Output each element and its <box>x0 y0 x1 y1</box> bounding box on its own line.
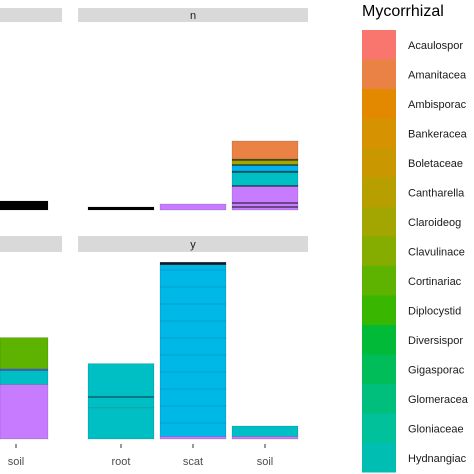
bar-y-soil-segment-0 <box>231 436 299 440</box>
x-tick-label-1: root <box>112 456 131 468</box>
bar-n-soil-segment-4 <box>231 140 299 160</box>
strip-left-top <box>0 8 62 22</box>
legend-label-9: Diplocystid <box>408 305 461 317</box>
bar-n-soil-segment-2 <box>231 164 299 172</box>
x-tick-label-3: soil <box>257 456 274 468</box>
legend-swatch-11 <box>362 354 396 384</box>
legend-swatch-0 <box>362 30 396 60</box>
strip-label-y: y <box>190 239 196 251</box>
strip-n <box>78 8 308 22</box>
legend-label-8: Cortinariac <box>408 276 462 288</box>
bar-left-bottom-soil-segment-2 <box>0 337 49 370</box>
strip-left-bottom <box>0 236 62 252</box>
legend-swatch-5 <box>362 177 396 207</box>
legend-swatch-1 <box>362 59 396 89</box>
bar-y-soil-segment-1 <box>231 425 299 437</box>
legend-label-4: Boletaceae <box>408 158 463 170</box>
legend-label-13: Gloniaceae <box>408 423 464 435</box>
bar-n-root-segment-0 <box>87 206 155 211</box>
legend-label-14: Hydnangiac <box>408 453 467 465</box>
bar-y-root-segment-1 <box>87 363 155 409</box>
legend-swatch-12 <box>362 384 396 414</box>
legend-label-3: Bankeracea <box>408 128 468 140</box>
legend-title: Mycorrhizal <box>362 3 444 20</box>
legend-label-1: Amanitacea <box>408 69 467 81</box>
legend-swatch-10 <box>362 325 396 355</box>
legend-swatch-14 <box>362 443 396 473</box>
legend-label-10: Diversispor <box>408 335 463 347</box>
legend-label-12: Glomeracea <box>408 394 469 406</box>
legend-swatch-2 <box>362 89 396 119</box>
strip-label-n: n <box>190 10 196 22</box>
legend-swatch-8 <box>362 266 396 296</box>
x-tick-label-2: scat <box>183 456 203 468</box>
legend-label-6: Claroideog <box>408 217 461 229</box>
bar-y-scat-segment-0 <box>159 436 227 440</box>
bar-n-soil-segment-0 <box>231 185 299 211</box>
legend-swatch-7 <box>362 236 396 266</box>
bar-left-top-soil-segment-0 <box>0 200 49 211</box>
legend-swatch-4 <box>362 148 396 178</box>
legend-swatch-6 <box>362 207 396 237</box>
legend-label-5: Cantharella <box>408 187 465 199</box>
strip-y <box>78 236 308 252</box>
bar-y-root-segment-0 <box>87 407 155 440</box>
legend-swatch-3 <box>362 118 396 148</box>
legend-label-11: Gigasporac <box>408 364 465 376</box>
legend-swatch-13 <box>362 413 396 443</box>
legend-label-0: Acaulospor <box>408 40 463 52</box>
legend-swatch-9 <box>362 295 396 325</box>
bar-y-scat-segment-1 <box>159 264 227 437</box>
bar-n-soil-segment-1 <box>231 170 299 187</box>
bar-y-scat-segment-2 <box>159 261 227 266</box>
legend-label-2: Ambisporac <box>408 99 467 111</box>
bar-left-bottom-soil-segment-1 <box>0 368 49 385</box>
bar-left-bottom-soil-segment-0 <box>0 384 49 440</box>
x-tick-label-0: soil <box>8 456 25 468</box>
bar-n-scat-segment-0 <box>159 203 227 211</box>
legend-label-7: Clavulinace <box>408 246 465 258</box>
